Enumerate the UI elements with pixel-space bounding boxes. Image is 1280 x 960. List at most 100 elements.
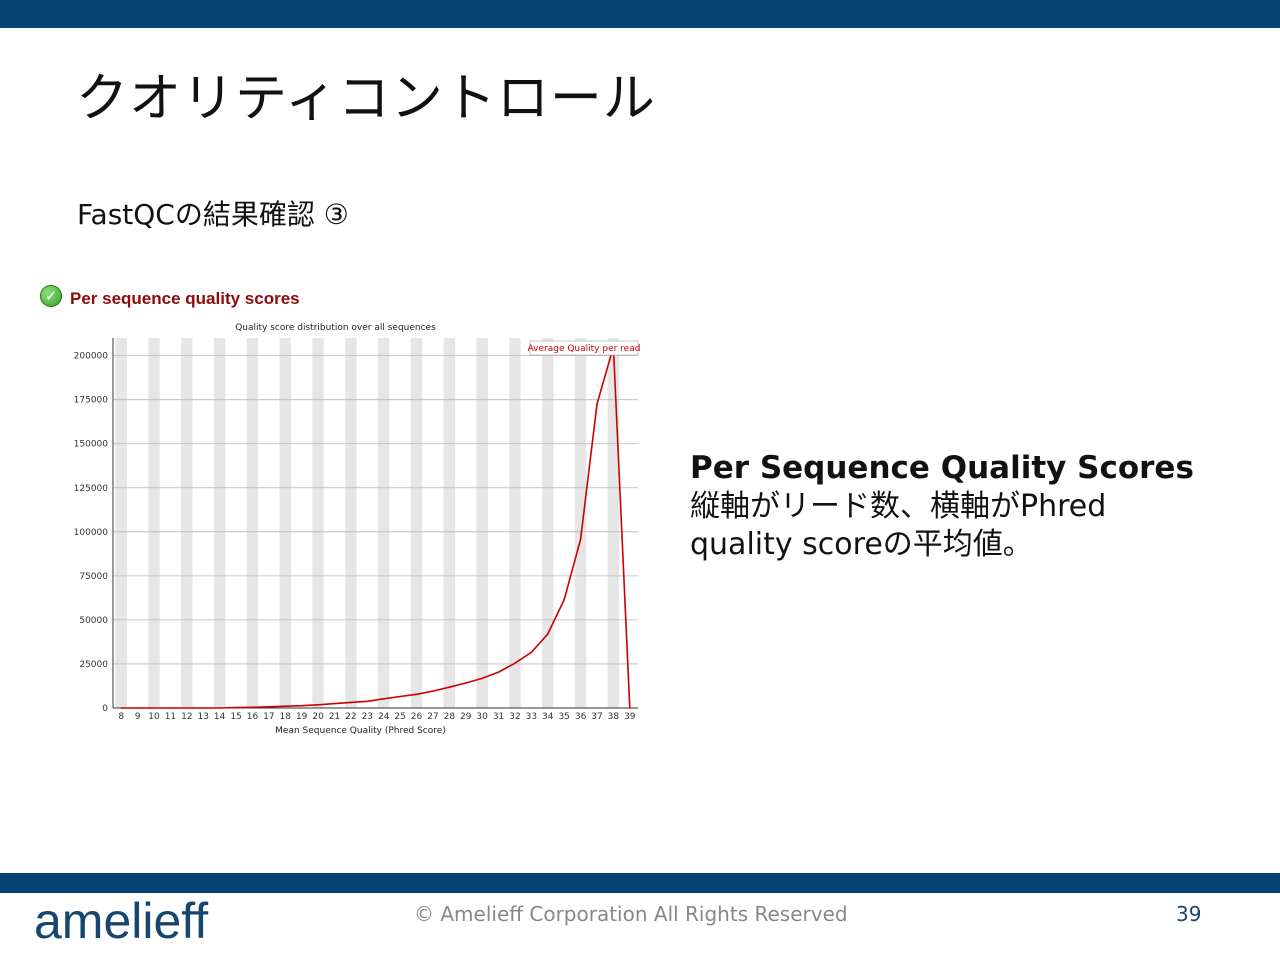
point-20	[317, 704, 319, 706]
point-29	[464, 682, 467, 684]
x-tick-22: 22	[345, 712, 356, 722]
x-tick-38: 38	[608, 712, 620, 722]
point-9	[136, 707, 139, 709]
point-19	[300, 704, 303, 707]
x-tick-34: 34	[542, 712, 554, 722]
point-26	[415, 693, 418, 696]
x-tick-25: 25	[394, 712, 405, 722]
x-tick-9: 9	[135, 712, 141, 722]
band-16	[246, 338, 259, 708]
x-tick-20: 20	[312, 712, 324, 722]
band-8	[115, 338, 127, 708]
x-tick-26: 26	[411, 712, 423, 722]
y-tick-75000: 75000	[79, 572, 108, 582]
band-38	[607, 338, 620, 708]
band-22	[345, 338, 357, 708]
point-30	[481, 677, 483, 680]
point-24	[382, 698, 385, 700]
point-31	[497, 671, 500, 673]
chart-title: Quality score distribution over all sequ…	[235, 323, 436, 333]
page-number: 39	[1176, 902, 1202, 926]
y-tick-150000: 150000	[74, 440, 109, 450]
band-34	[542, 338, 554, 708]
band-26	[410, 338, 423, 708]
point-25	[399, 695, 401, 698]
x-tick-29: 29	[460, 712, 472, 722]
chart-xlabel: Mean Sequence Quality (Phred Score)	[275, 726, 446, 736]
point-27	[432, 690, 434, 692]
description-line-1: 縦軸がリード数、横軸がPhred	[690, 489, 1107, 524]
band-12	[181, 338, 193, 708]
x-tick-37: 37	[591, 712, 602, 722]
x-tick-39: 39	[624, 712, 636, 722]
point-23	[366, 700, 369, 703]
band-36	[574, 338, 587, 708]
description-line-2: quality scoreの平均値。	[690, 527, 1033, 562]
x-tick-12: 12	[181, 712, 192, 722]
slide-title: クオリティコントロール	[76, 69, 656, 129]
footer-copyright: © Amelieff Corporation All Rights Reserv…	[414, 902, 848, 926]
x-tick-15: 15	[230, 712, 241, 722]
band-28	[443, 338, 456, 708]
description: Per Sequence Quality Scores 縦軸がリード数、横軸がP…	[690, 448, 1250, 564]
x-tick-24: 24	[378, 712, 390, 722]
top-bar	[0, 0, 1280, 28]
x-tick-13: 13	[198, 712, 209, 722]
y-tick-125000: 125000	[74, 484, 109, 494]
x-tick-31: 31	[493, 712, 504, 722]
y-tick-0: 0	[102, 704, 108, 714]
x-tick-8: 8	[118, 712, 124, 722]
x-tick-35: 35	[558, 712, 569, 722]
x-tick-30: 30	[476, 712, 488, 722]
point-18	[284, 705, 287, 708]
band-32	[509, 338, 521, 708]
point-28	[448, 686, 451, 689]
legend-entry: Average Quality per read	[528, 344, 641, 354]
point-16	[251, 706, 254, 709]
x-tick-33: 33	[526, 712, 537, 722]
x-tick-19: 19	[296, 712, 308, 722]
point-15	[235, 706, 237, 709]
section-header: ✓ Per sequence quality scores	[40, 283, 300, 309]
x-tick-27: 27	[427, 712, 438, 722]
x-tick-16: 16	[247, 712, 259, 722]
company-logo: amelieff	[34, 893, 209, 949]
point-33	[530, 651, 533, 654]
bottom-bar	[0, 873, 1280, 893]
x-tick-21: 21	[329, 712, 340, 722]
y-tick-25000: 25000	[79, 660, 108, 670]
point-35	[563, 598, 565, 601]
description-title: Per Sequence Quality Scores	[690, 450, 1194, 486]
section-label: Per sequence quality scores	[70, 289, 300, 308]
series-line-0	[121, 346, 631, 709]
check-icon: ✓	[40, 285, 62, 307]
point-11	[169, 707, 172, 709]
point-13	[202, 707, 205, 709]
point-17	[268, 705, 270, 708]
point-22	[350, 701, 352, 704]
point-21	[333, 702, 336, 705]
x-tick-23: 23	[362, 712, 373, 722]
band-30	[476, 338, 488, 708]
point-12	[186, 707, 188, 709]
point-32	[514, 662, 516, 665]
y-tick-100000: 100000	[74, 528, 109, 538]
point-36	[579, 538, 582, 541]
band-14	[213, 338, 226, 708]
band-18	[279, 338, 292, 708]
x-tick-28: 28	[444, 712, 456, 722]
point-34	[546, 633, 549, 635]
band-20	[312, 338, 324, 708]
x-tick-18: 18	[280, 712, 292, 722]
legend-box	[529, 340, 639, 356]
y-tick-50000: 50000	[79, 616, 108, 626]
x-tick-32: 32	[509, 712, 520, 722]
slide-subtitle: FastQCの結果確認 ③	[77, 198, 349, 231]
x-tick-11: 11	[165, 712, 176, 722]
point-39	[628, 707, 631, 709]
point-10	[153, 707, 155, 709]
x-tick-36: 36	[575, 712, 587, 722]
band-24	[377, 338, 390, 708]
band-10	[148, 338, 160, 708]
x-tick-17: 17	[263, 712, 274, 722]
